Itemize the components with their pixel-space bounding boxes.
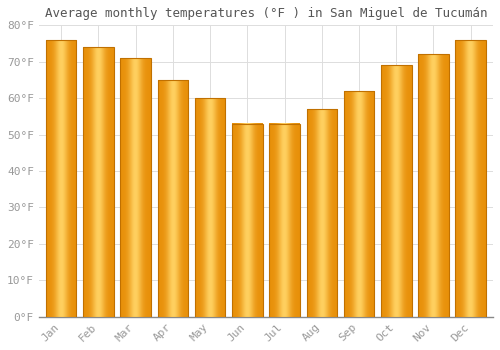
Bar [456, 40, 486, 317]
Bar [344, 91, 374, 317]
Bar [270, 124, 300, 317]
Bar [381, 65, 412, 317]
Bar [120, 58, 151, 317]
Bar [306, 109, 337, 317]
Title: Average monthly temperatures (°F ) in San Miguel de Tucumán: Average monthly temperatures (°F ) in Sa… [44, 7, 487, 20]
Bar [83, 47, 114, 317]
Bar [195, 98, 226, 317]
Bar [232, 124, 262, 317]
Bar [46, 40, 76, 317]
Bar [418, 55, 448, 317]
Bar [158, 80, 188, 317]
